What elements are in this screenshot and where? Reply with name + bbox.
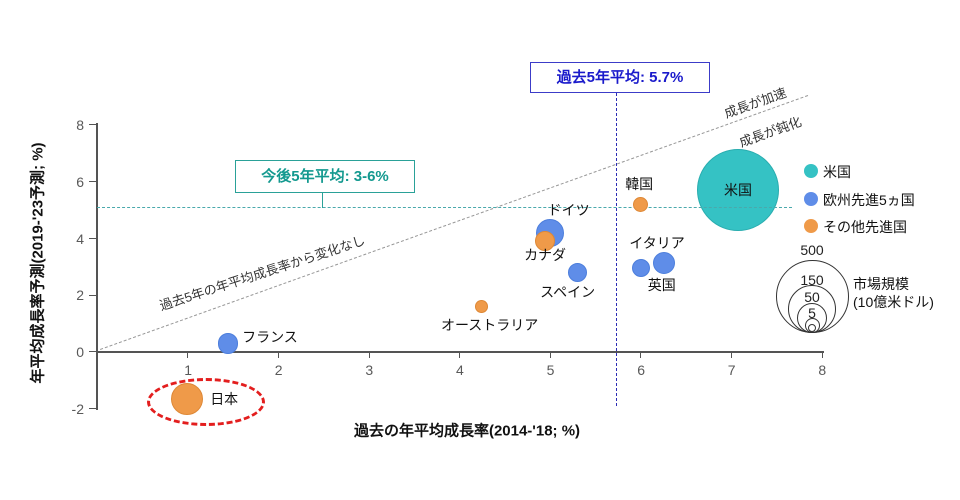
bubble-label-australia: オーストラリア: [440, 316, 539, 333]
y-tick-label-4: 4: [76, 230, 84, 247]
size-label-5: 5: [808, 305, 816, 321]
annotation-no-change: 過去5年の年平均成長率から変化なし: [157, 232, 367, 314]
y-tick-6: [89, 181, 97, 183]
y-tick-0: [89, 351, 97, 353]
y-tick-2: [89, 294, 97, 296]
bubble-label-italy: イタリア: [629, 235, 685, 252]
future-average-callout: 今後5年平均: 3-6%: [235, 160, 415, 193]
x-axis-title: 過去の年平均成長率(2014-'18; %): [353, 422, 581, 440]
size-legend-units: (10億米ドル): [853, 294, 934, 310]
x-tick-5: [549, 352, 551, 358]
y-axis-title: 年平均成長率予測(2019-'23予測; %): [29, 142, 47, 384]
x-tick-2: [277, 352, 279, 358]
legend-label-europe: 欧州先進5ヵ国: [823, 192, 915, 208]
x-tick-label-2: 2: [274, 362, 283, 378]
x-tick-7: [730, 352, 732, 358]
x-tick-label-8: 8: [818, 362, 827, 378]
bubble-label-korea: 韓国: [625, 175, 654, 192]
x-tick-1: [187, 352, 189, 358]
x-tick-label-6: 6: [637, 362, 645, 378]
legend-dot-other: [804, 219, 818, 233]
future-average-dashed-line: [97, 207, 792, 208]
legend-dot-us: [804, 164, 818, 178]
bubble-canada: [535, 231, 556, 252]
bubble-label-france: フランス: [242, 329, 298, 346]
y-tick--2: [89, 407, 97, 409]
x-tick-3: [368, 352, 370, 358]
bubble-usa: [697, 149, 780, 232]
bubble-label-usa: 米国: [724, 182, 753, 199]
bubble-france: [217, 333, 239, 354]
legend-dot-europe: [804, 192, 818, 206]
bubble-australia: [475, 300, 489, 314]
size-label-150: 150: [800, 272, 824, 288]
y-tick-8: [89, 124, 97, 126]
y-tick-label-8: 8: [76, 117, 84, 134]
x-tick-8: [821, 352, 823, 358]
size-legend-title: 市場規模: [853, 276, 909, 292]
size-label-50: 50: [804, 289, 820, 305]
bubble-uk: [652, 251, 675, 274]
x-tick-label-3: 3: [365, 362, 374, 378]
bubble-spain: [568, 263, 588, 283]
future-average-connector: [322, 193, 323, 208]
past-average-dashed-line: [616, 93, 617, 406]
x-tick-6: [640, 352, 642, 358]
annotation-growth-accelerates: 成長が加速: [722, 84, 789, 121]
x-tick-label-5: 5: [546, 362, 555, 378]
x-tick-label-7: 7: [727, 362, 736, 378]
y-tick-4: [89, 237, 97, 239]
size-circle-min: [808, 324, 816, 332]
legend-label-us: 米国: [823, 164, 851, 180]
y-tick-label--2: -2: [71, 400, 84, 417]
bubble-label-canada: カナダ: [524, 247, 567, 264]
diagonal-reference-line: [100, 95, 809, 350]
bubble-italy: [632, 259, 651, 278]
size-circle-5: [804, 318, 820, 333]
x-tick-4: [459, 352, 461, 358]
japan-highlight-ellipse: [147, 378, 265, 426]
y-tick-label-6: 6: [76, 173, 84, 190]
y-tick-label-2: 2: [76, 287, 84, 304]
legend-label-other: その他先進国: [823, 219, 907, 235]
bubble-label-germany: ドイツ: [547, 201, 590, 218]
x-tick-label-1: 1: [184, 362, 192, 378]
past-average-callout: 過去5年平均: 5.7%: [530, 62, 710, 93]
x-tick-label-4: 4: [455, 362, 464, 378]
bubble-label-uk: 英国: [647, 276, 676, 293]
bubble-korea: [632, 197, 648, 213]
bubble-label-spain: スペイン: [540, 283, 596, 300]
y-tick-label-0: 0: [76, 344, 84, 360]
y-axis-line: [96, 123, 98, 410]
size-label-500: 500: [800, 242, 824, 258]
